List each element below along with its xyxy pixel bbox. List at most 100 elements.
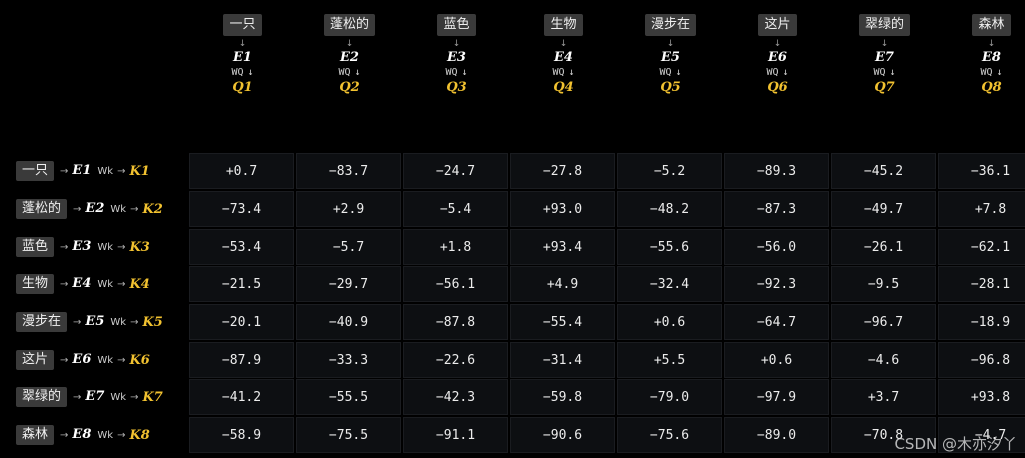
embedding-label: E4 — [554, 50, 573, 65]
matrix-cell: −62.1 — [938, 229, 1025, 265]
token-chip: 生物 — [544, 14, 583, 36]
matrix-cell: −29.7 — [296, 266, 401, 302]
wq-label: WQ — [338, 67, 351, 78]
key-label: K3 — [129, 239, 150, 255]
matrix-cell: −96.7 — [831, 304, 936, 340]
matrix-cell: −56.1 — [403, 266, 508, 302]
token-chip: 翠绿的 — [858, 14, 910, 36]
wk-label: Wk — [110, 316, 127, 328]
matrix-cell: −49.7 — [831, 191, 936, 227]
token-chip: 一只 — [16, 161, 55, 181]
matrix-cell: +1.8 — [403, 229, 508, 265]
matrix-cell: −96.8 — [938, 342, 1025, 378]
right-arrow-icon: → — [117, 278, 126, 290]
right-arrow-icon: → — [73, 316, 82, 328]
row-header: 蓝色 → E3 Wk → K3 — [16, 228, 150, 266]
matrix-cell: −33.3 — [296, 342, 401, 378]
wq-transform: WQ ↓ — [873, 66, 895, 79]
wq-transform: WQ ↓ — [445, 66, 467, 79]
wk-label: Wk — [110, 391, 127, 403]
wk-label: Wk — [97, 429, 114, 441]
matrix-cell: +93.8 — [938, 379, 1025, 415]
key-label: K2 — [142, 201, 163, 217]
wq-label: WQ — [873, 67, 886, 78]
matrix-cell: −5.2 — [617, 153, 722, 189]
right-arrow-icon: → — [73, 391, 82, 403]
wq-label: WQ — [445, 67, 458, 78]
right-arrow-icon: → — [117, 241, 126, 253]
matrix-cell: −27.8 — [510, 153, 615, 189]
key-label: K5 — [142, 314, 163, 330]
wk-label: Wk — [97, 354, 114, 366]
matrix-cell: −83.7 — [296, 153, 401, 189]
matrix-cell: −55.6 — [617, 229, 722, 265]
embedding-label: E5 — [661, 50, 680, 65]
matrix-cell: −56.0 — [724, 229, 829, 265]
matrix-cell: −9.5 — [831, 266, 936, 302]
down-arrow-icon: ↓ — [568, 67, 575, 78]
embedding-label: E7 — [875, 50, 894, 65]
matrix-cell: +7.8 — [938, 191, 1025, 227]
key-label: K7 — [142, 389, 163, 405]
wk-label: Wk — [110, 203, 127, 215]
matrix-cell: −58.9 — [189, 417, 294, 453]
token-chip: 一只 — [223, 14, 262, 36]
column-header: 一只 ↓ E1 WQ ↓ Q1 — [189, 14, 296, 96]
down-arrow-icon: ↓ — [996, 67, 1003, 78]
query-label: Q5 — [660, 80, 681, 95]
embedding-label: E5 — [85, 314, 105, 329]
query-label: Q2 — [339, 80, 360, 95]
matrix-cell: +3.7 — [831, 379, 936, 415]
token-chip: 蓬松的 — [323, 14, 375, 36]
right-arrow-icon: → — [130, 316, 139, 328]
embedding-label: E2 — [85, 201, 105, 216]
matrix-cell: +0.6 — [617, 304, 722, 340]
down-arrow-icon: ↓ — [782, 67, 789, 78]
right-arrow-icon: → — [117, 354, 126, 366]
matrix-cell: +0.6 — [724, 342, 829, 378]
matrix-cell: −75.5 — [296, 417, 401, 453]
matrix-cell: −89.0 — [724, 417, 829, 453]
matrix-cell: −40.9 — [296, 304, 401, 340]
key-label: K4 — [129, 276, 150, 292]
query-label: Q4 — [553, 80, 574, 95]
embedding-label: E3 — [447, 50, 466, 65]
embedding-label: E2 — [340, 50, 359, 65]
query-label: Q7 — [874, 80, 895, 95]
matrix-cell: +2.9 — [296, 191, 401, 227]
column-header: 蓝色 ↓ E3 WQ ↓ Q3 — [403, 14, 510, 96]
down-arrow-icon: ↓ — [675, 67, 682, 78]
embedding-label: E1 — [233, 50, 252, 65]
matrix-cell: −70.8 — [831, 417, 936, 453]
down-arrow-icon: ↓ — [987, 39, 996, 49]
query-label: Q8 — [981, 80, 1002, 95]
wq-label: WQ — [231, 67, 244, 78]
token-chip: 蓬松的 — [16, 199, 68, 219]
right-arrow-icon: → — [130, 203, 139, 215]
token-chip: 森林 — [16, 425, 55, 445]
matrix-cell: −59.8 — [510, 379, 615, 415]
column-header: 蓬松的 ↓ E2 WQ ↓ Q2 — [296, 14, 403, 96]
down-arrow-icon: ↓ — [345, 39, 354, 49]
matrix-cell: −5.4 — [403, 191, 508, 227]
wq-transform: WQ ↓ — [338, 66, 360, 79]
embedding-label: E4 — [72, 276, 92, 291]
token-chip: 森林 — [972, 14, 1011, 36]
matrix-cell: −41.2 — [189, 379, 294, 415]
matrix-cell: −64.7 — [724, 304, 829, 340]
matrix-cell: −97.9 — [724, 379, 829, 415]
token-chip: 蓝色 — [16, 237, 55, 257]
down-arrow-icon: ↓ — [889, 67, 896, 78]
embedding-label: E6 — [768, 50, 787, 65]
row-header: 蓬松的 → E2 Wk → K2 — [16, 190, 163, 228]
wk-label: Wk — [97, 241, 114, 253]
wq-transform: WQ ↓ — [231, 66, 253, 79]
matrix-cell: −18.9 — [938, 304, 1025, 340]
down-arrow-icon: ↓ — [461, 67, 468, 78]
matrix-cell: −53.4 — [189, 229, 294, 265]
matrix-cell: −48.2 — [617, 191, 722, 227]
row-header: 生物 → E4 Wk → K4 — [16, 265, 150, 303]
matrix-cell: −87.9 — [189, 342, 294, 378]
matrix-cell: −73.4 — [189, 191, 294, 227]
matrix-cell: −42.3 — [403, 379, 508, 415]
